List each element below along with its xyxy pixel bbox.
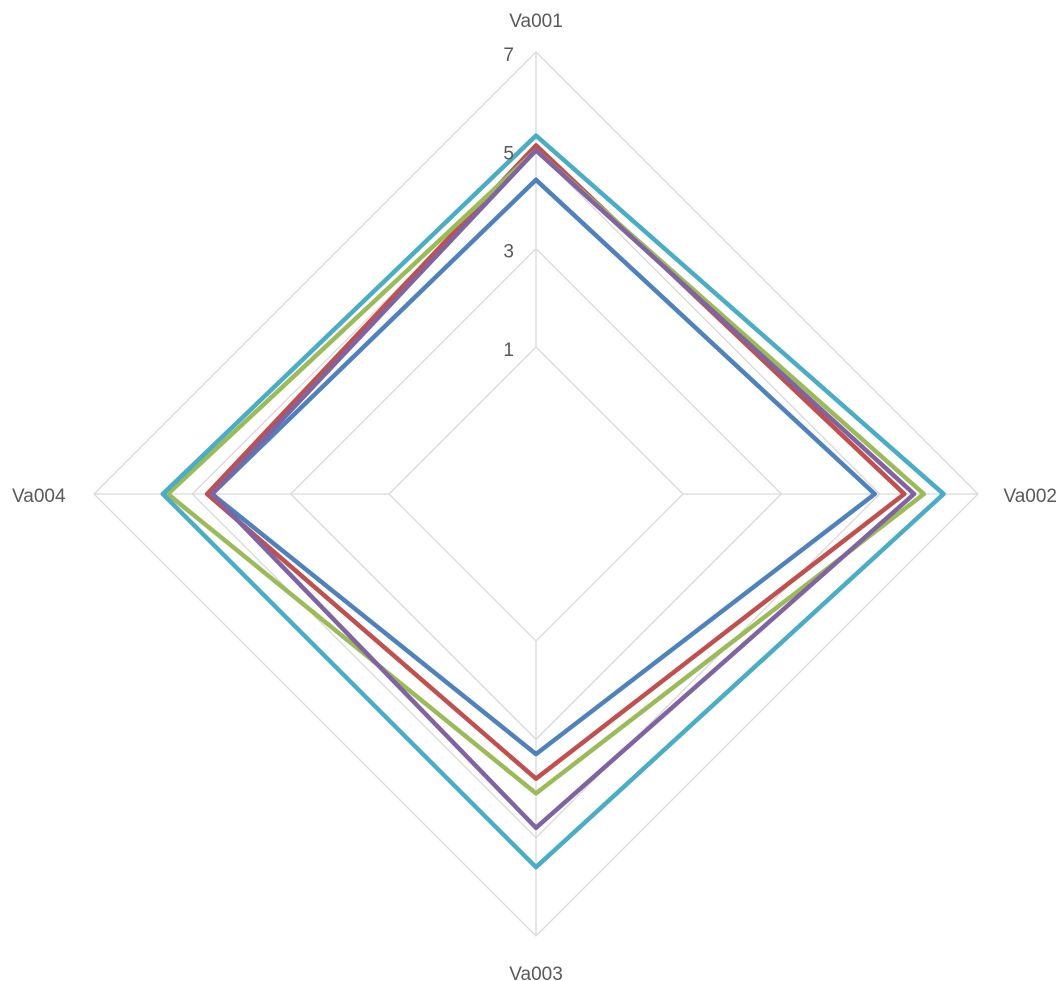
axis-labels: Va001 Va002 Va003 Va004: [12, 11, 1057, 981]
axis-label-va002: Va002: [1003, 486, 1057, 507]
tick-labels: 1 3 5 7: [503, 45, 514, 361]
axis-label-va004: Va004: [12, 486, 66, 507]
tick-label-5: 5: [503, 143, 514, 164]
tick-label-7: 7: [503, 45, 514, 66]
series-3-line: [165, 148, 927, 796]
series-2-line: [204, 143, 907, 781]
grid: [93, 51, 979, 937]
series-4-line: [209, 148, 917, 831]
tick-label-3: 3: [503, 242, 514, 263]
tick-label-1: 1: [503, 340, 514, 361]
series-1-line: [209, 177, 878, 757]
axis-label-va003: Va003: [509, 964, 563, 981]
series-layer: [160, 133, 946, 870]
series-5-line: [160, 133, 946, 870]
grid-ring-1: [388, 346, 684, 642]
axis-label-va001: Va001: [509, 11, 563, 32]
